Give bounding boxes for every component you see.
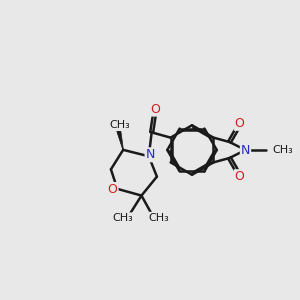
Text: CH₃: CH₃ [148, 213, 169, 223]
Polygon shape [117, 130, 123, 150]
Text: O: O [235, 117, 244, 130]
Text: CH₃: CH₃ [273, 145, 294, 155]
Text: N: N [241, 143, 250, 157]
Text: N: N [146, 148, 155, 161]
Text: O: O [150, 103, 160, 116]
Text: O: O [235, 170, 244, 183]
Text: O: O [108, 183, 118, 196]
Text: CH₃: CH₃ [112, 213, 133, 223]
Text: CH₃: CH₃ [109, 120, 130, 130]
